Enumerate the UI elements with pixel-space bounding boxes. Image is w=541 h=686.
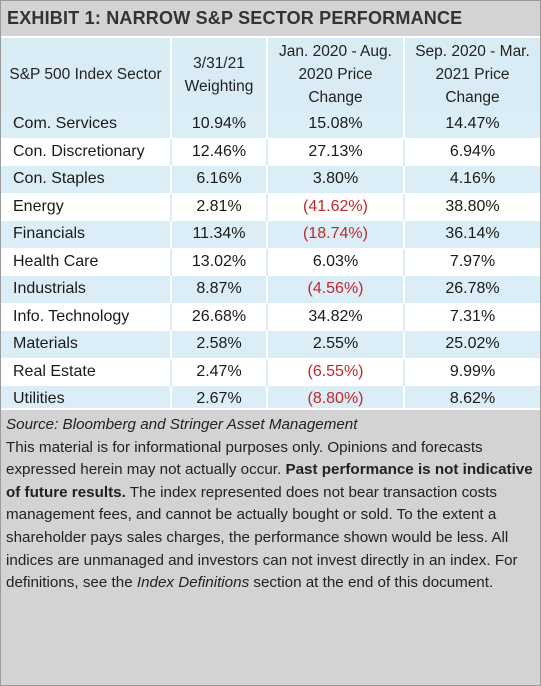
sector-performance-table: S&P 500 Index Sector 3/31/21 Weighting J… [1,38,540,414]
table-row: Com. Services 10.94% 15.08% 14.47% [1,111,540,139]
header-weighting: 3/31/21 Weighting [170,38,267,111]
index-definitions-reference: Index Definitions [136,574,250,592]
cell-sep-mar: 9.99% [403,358,540,386]
cell-jan-aug: 15.08% [266,111,404,139]
cell-sector: Materials [1,330,171,359]
cell-sep-mar: 25.02% [403,330,540,359]
table-row: Financials 11.34% (18.74%) 36.14% [1,220,540,249]
table-row: Materials 2.58% 2.55% 25.02% [1,330,540,359]
cell-sep-mar: 36.14% [403,220,540,249]
cell-weighting: 13.02% [170,248,267,276]
table-row: Health Care 13.02% 6.03% 7.97% [1,248,540,276]
cell-weighting: 2.47% [170,358,267,386]
cell-sep-mar: 7.97% [403,248,540,276]
cell-sector: Con. Discretionary [1,138,171,166]
table-row: Info. Technology 26.68% 34.82% 7.31% [1,303,540,331]
cell-jan-aug: (18.74%) [266,220,404,249]
disclaimer-text: This material is for informational purpo… [6,437,534,595]
cell-sector: Health Care [1,248,171,276]
cell-sector: Industrials [1,275,171,304]
header-sector: S&P 500 Index Sector [1,38,171,111]
cell-sector: Energy [1,193,171,221]
cell-sep-mar: 4.16% [403,165,540,194]
cell-sector: Real Estate [1,358,171,386]
cell-weighting: 10.94% [170,111,267,139]
cell-weighting: 2.81% [170,193,267,221]
cell-weighting: 6.16% [170,165,267,194]
header-jan-aug-change: Jan. 2020 - Aug. 2020 Price Change [266,38,404,111]
table-row: Real Estate 2.47% (6.55%) 9.99% [1,358,540,386]
cell-jan-aug: 27.13% [266,138,404,166]
cell-sector: Con. Staples [1,165,171,194]
table-row: Con. Discretionary 12.46% 27.13% 6.94% [1,138,540,166]
cell-jan-aug: 2.55% [266,330,404,359]
cell-sector: Com. Services [1,111,171,139]
cell-sep-mar: 6.94% [403,138,540,166]
table-body: Com. Services 10.94% 15.08% 14.47% Con. … [1,111,540,414]
cell-jan-aug: 34.82% [266,303,404,331]
table-row: Con. Staples 6.16% 3.80% 4.16% [1,165,540,194]
cell-jan-aug: 6.03% [266,248,404,276]
cell-weighting: 11.34% [170,220,267,249]
table-header-row: S&P 500 Index Sector 3/31/21 Weighting J… [1,38,540,111]
cell-sep-mar: 14.47% [403,111,540,139]
cell-sep-mar: 38.80% [403,193,540,221]
cell-sector: Financials [1,220,171,249]
cell-jan-aug: (41.62%) [266,193,404,221]
cell-sector: Info. Technology [1,303,171,331]
cell-weighting: 12.46% [170,138,267,166]
footnote-panel: Source: Bloomberg and Stringer Asset Man… [1,408,540,685]
cell-weighting: 8.87% [170,275,267,304]
exhibit-title: EXHIBIT 1: NARROW S&P SECTOR PERFORMANCE [1,1,540,38]
cell-jan-aug: (4.56%) [266,275,404,304]
disclaimer-bold-warning: Past performance is not indicative of fu… [6,461,533,501]
disclaimer-part-2: The index represented does not bear tran… [6,483,518,592]
cell-weighting: 2.58% [170,330,267,359]
cell-jan-aug: 3.80% [266,165,404,194]
source-note: Source: Bloomberg and Stringer Asset Man… [6,416,358,433]
cell-sep-mar: 26.78% [403,275,540,304]
disclaimer-part-3: section at the end of this document. [249,574,494,592]
cell-sep-mar: 7.31% [403,303,540,331]
cell-weighting: 26.68% [170,303,267,331]
table-row: Industrials 8.87% (4.56%) 26.78% [1,275,540,304]
disclaimer-part-1: This material is for informational purpo… [6,438,483,479]
cell-jan-aug: (6.55%) [266,358,404,386]
header-sep-mar-change: Sep. 2020 - Mar. 2021 Price Change [403,38,540,111]
table-row: Energy 2.81% (41.62%) 38.80% [1,193,540,221]
